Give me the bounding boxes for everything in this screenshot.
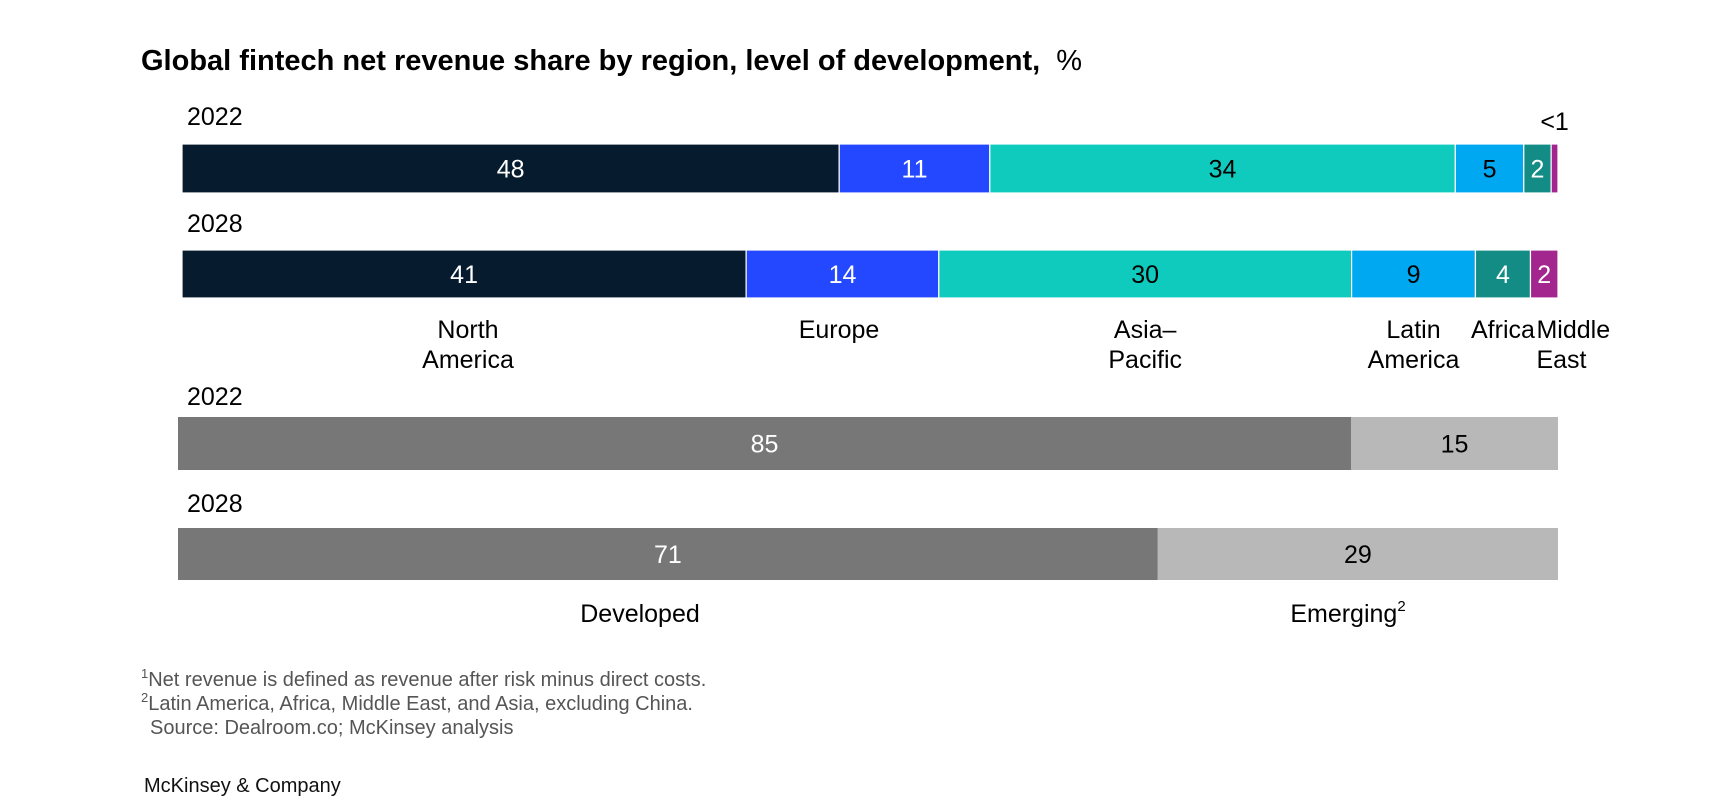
bar-segment-asia-pacific-2028 <box>938 249 1353 299</box>
footnote-text: Net revenue is defined as revenue after … <box>148 669 706 691</box>
brand-logo: McKinsey & Company <box>144 775 341 797</box>
bar-segment-north-america-2028 <box>181 249 747 299</box>
category-label-latin-america: America <box>1368 346 1460 374</box>
development-chart: 2022 85 15 2028 71 29 Developed Emerging2 <box>178 383 1558 628</box>
development-row-year: 2022 <box>187 383 243 411</box>
footnote-2: 2Latin America, Africa, Middle East, and… <box>141 690 693 715</box>
bar-value-label: 15 <box>1441 431 1469 459</box>
category-label-developed: Developed <box>580 600 700 628</box>
category-label-latin-america: Latin <box>1386 316 1440 344</box>
bar-value-label: 5 <box>1483 156 1497 184</box>
region-row-year: 2022 <box>187 103 243 131</box>
bar-segment-europe-2028 <box>745 249 940 299</box>
category-label-middle-east: East <box>1536 346 1586 374</box>
bar-value-label: 29 <box>1344 541 1372 569</box>
footnote-3: Source: Dealroom.co; McKinsey analysis <box>150 717 513 739</box>
development-row-year: 2028 <box>187 490 243 518</box>
category-label-europe: Europe <box>799 316 880 344</box>
category-label-superscript: 2 <box>1397 598 1405 615</box>
bar-segment-africa-2022 <box>1523 143 1552 194</box>
bar-segment-africa-2028 <box>1474 249 1532 299</box>
bar-segment-developed-2022 <box>178 417 1351 470</box>
bar-segment-asia-pacific-2022 <box>989 143 1456 194</box>
bar-value-label: 85 <box>751 431 779 459</box>
chart-title-unit: % <box>1056 45 1082 77</box>
bar-segment-middle-east-2022 <box>1550 143 1559 194</box>
category-label-emerging: Emerging2 <box>1290 598 1405 628</box>
bar-value-label: 71 <box>654 541 682 569</box>
footnote-text: Source: Dealroom.co; McKinsey analysis <box>150 717 513 739</box>
category-label-asia-pacific: Asia– <box>1114 316 1177 344</box>
bar-segment-north-america-2022 <box>181 143 840 194</box>
bar-value-label-outside: <1 <box>1540 108 1569 136</box>
bar-segment-europe-2022 <box>838 143 991 194</box>
bar-segment-emerging-2022 <box>1351 417 1558 470</box>
bar-value-label: 34 <box>1209 156 1237 184</box>
footnotes: 1Net revenue is defined as revenue after… <box>141 666 706 739</box>
bar-segment-developed-2028 <box>178 528 1158 580</box>
bar-value-label: 2 <box>1537 261 1551 289</box>
bar-segment-latin-america-2028 <box>1350 249 1477 299</box>
category-label-africa: Africa <box>1471 316 1535 344</box>
footnote-text: Latin America, Africa, Middle East, and … <box>148 693 693 715</box>
category-label-middle-east: Middle <box>1536 316 1610 344</box>
category-label-asia-pacific: Pacific <box>1108 346 1182 374</box>
chart-title: Global fintech net revenue share by regi… <box>141 45 1082 77</box>
bar-value-label: 2 <box>1531 156 1545 184</box>
category-label-north-america: North <box>437 316 498 344</box>
footnote-1: 1Net revenue is defined as revenue after… <box>141 666 706 691</box>
bar-value-label: 41 <box>450 261 478 289</box>
footnote-marker: 2 <box>141 690 148 705</box>
bar-segment-emerging-2028 <box>1157 528 1558 580</box>
bar-segment-middle-east-2028 <box>1529 249 1559 299</box>
bar-value-label: 9 <box>1407 261 1421 289</box>
bar-value-label: 14 <box>829 261 857 289</box>
category-label-text: Developed <box>580 600 700 628</box>
bar-value-label: 48 <box>497 156 525 184</box>
footnote-marker: 1 <box>141 666 148 681</box>
bar-value-label: 4 <box>1496 261 1510 289</box>
category-label-north-america: America <box>422 346 514 374</box>
region-row-year: 2028 <box>187 210 243 238</box>
category-label-text: Emerging <box>1290 600 1397 628</box>
chart-title-main: Global fintech net revenue share by regi… <box>141 45 1040 77</box>
bar-value-label: 30 <box>1131 261 1159 289</box>
bar-value-label: 11 <box>902 156 928 184</box>
